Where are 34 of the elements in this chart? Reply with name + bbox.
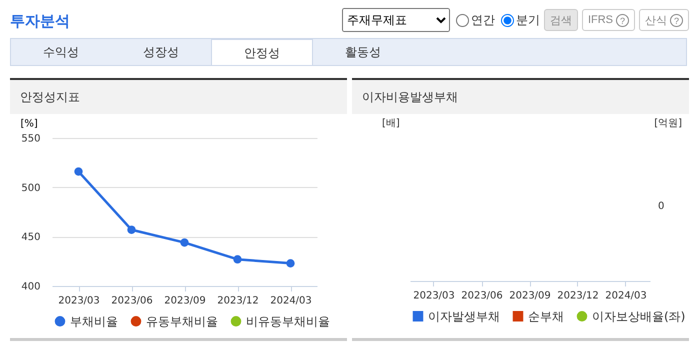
x-tick-label: 2023/09	[164, 296, 206, 306]
text: [억원]	[654, 118, 682, 129]
text: 투자분석	[10, 12, 70, 31]
text: 안정성	[211, 39, 313, 65]
chart-title: 안정성지표	[10, 80, 347, 114]
y-tick-label: 450	[21, 232, 40, 244]
text: 성장성	[142, 44, 180, 61]
y-tick-label: 500	[21, 182, 40, 194]
legend-label: 부채비율	[70, 314, 118, 328]
y-tick-label: 550	[21, 134, 40, 144]
text: 0	[658, 201, 664, 212]
y-tick-label: 400	[21, 282, 40, 292]
text: 주재무제표	[342, 8, 450, 32]
legend-label: 유동부채비율	[146, 314, 218, 328]
text: 이자비용발생부채	[352, 80, 689, 114]
text: 수익성	[42, 44, 80, 61]
help-icon: ?	[616, 14, 629, 26]
x-tick-label: 2024/03	[270, 296, 312, 306]
text: 검색	[544, 9, 578, 31]
legend-label: 이자발생부채	[428, 309, 500, 324]
x-tick-label: 2023/12	[217, 296, 259, 306]
legend-label: 순부채	[528, 309, 564, 324]
x-tick-label: 2023/03	[58, 296, 100, 306]
y-axis-title: [%]	[20, 118, 38, 130]
text: 연간	[470, 12, 495, 28]
text: [배]	[382, 118, 400, 129]
legend-label: 비유동부채비율	[246, 314, 330, 328]
text: 분기	[514, 12, 540, 28]
x-tick-label: 2023/06	[111, 296, 153, 306]
text: 활동성	[344, 44, 382, 61]
legend-label: 이자보상배율(좌)	[592, 309, 686, 324]
text: 산식	[645, 14, 667, 26]
help-icon: ?	[670, 14, 683, 26]
text: IFRS	[588, 14, 613, 26]
